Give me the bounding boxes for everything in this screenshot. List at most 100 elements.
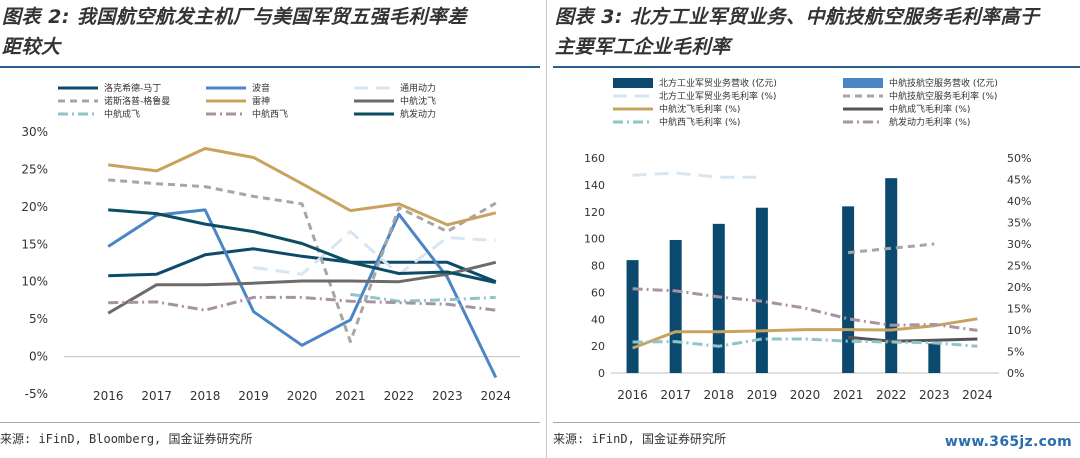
right-legend-label: 中航成飞毛利率 (%) (889, 105, 971, 115)
left-x-tick-label: 2022 (384, 389, 415, 403)
right-y-left-tick-label: 0 (598, 367, 605, 380)
left-series-line-中航西飞 (108, 295, 496, 312)
left-title: 图表 2: 我国航空航发主机厂与美国军贸五强毛利率差 距较大 (2, 2, 467, 62)
watermark: www.365jz.com (944, 434, 1072, 450)
left-x-tick-label: 2024 (481, 389, 512, 403)
right-y-right-tick-label: 50% (1007, 152, 1031, 165)
left-legend: 洛克希德-马丁 波音 通用动力 诺斯洛普-格鲁曼 雷神 中航沈飞 中航成飞 中航西飞 航发动力 (0, 76, 540, 120)
right-legend-label: 北方工业军贸业务营收 (亿元) (659, 79, 777, 89)
right-title-line1: 图表 3: 北方工业军贸业务、中航技航空服务毛利率高于 (555, 6, 1040, 28)
right-y-right-tick-label: 0% (1007, 367, 1024, 380)
left-legend-label: 雷神 (252, 97, 271, 107)
right-legend-swatch (843, 107, 883, 110)
right-legend-item: 中航技航空服务毛利率 (%) (843, 89, 997, 102)
right-legend-label: 中航西飞毛利率 (%) (659, 118, 741, 128)
left-x-tick-label: 2018 (190, 389, 221, 403)
left-x-tick-label: 2021 (335, 389, 366, 403)
left-legend-item: 中航西飞 (206, 107, 288, 120)
left-legend-label: 中航沈飞 (400, 97, 437, 107)
right-legend-swatch (613, 77, 653, 88)
right-legend-label: 航发动力毛利率 (%) (889, 118, 971, 128)
left-legend-swatch (58, 86, 98, 89)
right-legend-swatch (613, 94, 653, 97)
left-series-line-航发动力 (108, 208, 497, 284)
right-y-right-tick-label: 35% (1007, 217, 1031, 230)
right-bar-北方工业军贸业务营收-亿元- (885, 178, 898, 373)
right-legend-item: 中航西飞毛利率 (%) (613, 115, 740, 128)
left-legend-item: 诺斯洛普-格鲁曼 (58, 94, 170, 107)
left-y-tick-label: 20% (21, 200, 48, 214)
left-legend-swatch (58, 99, 98, 102)
right-title-line2: 主要军工企业毛利率 (555, 36, 731, 58)
left-legend-item: 中航沈飞 (354, 94, 436, 107)
right-x-tick-label: 2024 (962, 388, 993, 402)
right-series-line-中航成飞毛利率- (847, 335, 978, 343)
right-legend-swatch (843, 94, 883, 97)
left-legend-swatch (206, 112, 246, 115)
right-y-left-tick-label: 80 (591, 260, 605, 273)
right-y-right-tick-label: 10% (1007, 324, 1031, 337)
left-y-tick-label: 5% (29, 312, 48, 326)
right-x-tick-label: 2021 (833, 388, 864, 402)
left-x-tick-label: 2020 (287, 389, 318, 403)
left-legend-label: 中航成飞 (104, 110, 141, 120)
right-legend-label: 中航技航空服务营收 (亿元) (889, 79, 998, 89)
right-legend-item: 航发动力毛利率 (%) (843, 115, 970, 128)
left-chart: -5% 0% 5% 10% 15% 20% 25% 30% 2016 2017 2018 2019 20… (21, 125, 520, 403)
right-y-right-tick-label: 20% (1007, 281, 1031, 294)
left-legend-item: 航发动力 (354, 107, 436, 120)
left-series-line-雷神 (108, 147, 497, 227)
left-title-line1: 图表 2: 我国航空航发主机厂与美国军贸五强毛利率差 (2, 6, 468, 28)
right-source: 来源: iFinD, 国金证券研究所 (553, 432, 727, 446)
right-series-line-中航技航空服务毛利率- (847, 242, 935, 255)
right-chart: 0 20 40 60 80 100 120 140 160 0% 5% 10% 15% 20% 25% 30%… (584, 152, 1031, 402)
right-y-left-tick-label: 120 (584, 206, 605, 219)
left-y-tick-label: -5% (25, 387, 48, 401)
left-legend-swatch (58, 112, 98, 115)
right-legend-label: 北方工业军贸业务毛利率 (%) (659, 92, 777, 102)
right-bar-北方工业军贸业务营收-亿元- (755, 207, 768, 373)
right-y-left-tick-label: 100 (584, 233, 605, 246)
right-legend-item: 北方工业军贸业务毛利率 (%) (613, 89, 776, 102)
left-series-line-中航成飞 (350, 292, 496, 303)
right-y-left-tick-label: 20 (591, 340, 605, 353)
right-legend-label: 中航沈飞毛利率 (%) (659, 105, 741, 115)
right-bar-北方工业军贸业务营收-亿元- (842, 206, 855, 373)
left-source: 来源: iFinD, Bloomberg, 国金证券研究所 (0, 432, 253, 446)
right-legend-swatch (843, 77, 883, 88)
right-legend-item: 中航沈飞毛利率 (%) (613, 102, 740, 115)
right-x-tick-label: 2017 (660, 388, 691, 402)
left-legend-swatch (354, 112, 394, 115)
left-legend-item: 波音 (206, 81, 270, 94)
right-series-line-北方工业军贸业务毛利率- (632, 171, 762, 179)
left-x-tick-label: 2017 (141, 389, 172, 403)
right-bar-北方工业军贸业务营收-亿元- (712, 223, 725, 373)
right-y-right-tick-label: 30% (1007, 238, 1031, 251)
panel-divider (546, 0, 547, 458)
left-x-tick-label: 2019 (238, 389, 269, 403)
right-legend-swatch (613, 120, 653, 123)
left-y-tick-label: 0% (29, 350, 48, 364)
right-bar-北方工业军贸业务营收-亿元- (669, 239, 682, 373)
right-y-right-tick-label: 45% (1007, 174, 1031, 187)
left-legend-label: 航发动力 (400, 110, 437, 120)
left-legend-label: 洛克希德-马丁 (104, 84, 162, 94)
left-y-tick-label: 25% (21, 162, 48, 176)
right-y-left-tick-label: 140 (584, 179, 605, 192)
right-legend-swatch (613, 107, 653, 110)
right-series-line-航发动力毛利率- (632, 287, 978, 332)
left-legend-item: 洛克希德-马丁 (58, 81, 161, 94)
left-series-line-中航沈飞 (107, 260, 497, 315)
right-y-right-tick-label: 5% (1007, 346, 1024, 359)
right-bar-北方工业军贸业务营收-亿元- (928, 343, 941, 373)
left-series-line-诺斯洛普-格鲁曼 (108, 178, 497, 344)
right-legend-swatch (843, 120, 883, 123)
right-y-left-tick-label: 60 (591, 286, 605, 299)
left-legend-swatch (354, 99, 394, 102)
right-y-right-tick-label: 40% (1007, 195, 1031, 208)
left-x-tick-label: 2016 (93, 389, 124, 403)
right-legend-label: 中航技航空服务毛利率 (%) (889, 92, 998, 102)
right-y-left-tick-label: 160 (584, 152, 605, 165)
left-legend-swatch (354, 86, 394, 89)
right-panel: 图表 3: 北方工业军贸业务、中航技航空服务毛利率高于 主要军工企业毛利率 北方… (553, 0, 1080, 458)
